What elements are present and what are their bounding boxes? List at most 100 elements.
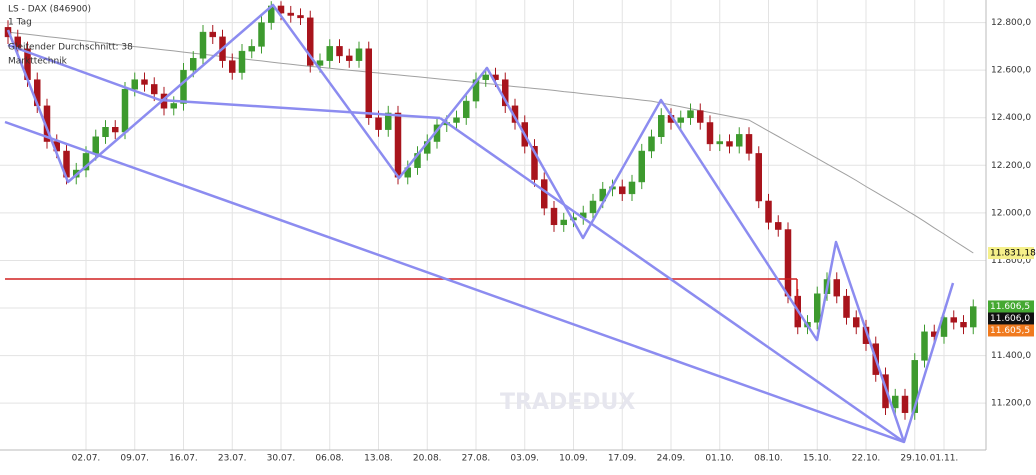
y-tick-label: 11.400,0 xyxy=(991,351,1031,361)
candle-body xyxy=(960,322,967,328)
candle-body xyxy=(453,117,460,123)
interval-label: 1 Tag xyxy=(8,18,32,28)
candle-body xyxy=(131,79,138,90)
candle-body xyxy=(970,306,977,328)
price-markers: 11.831,18 11.606,5 11.606,0 11.605,5 xyxy=(988,247,1036,337)
candle-body xyxy=(726,141,733,147)
candle-body xyxy=(141,79,148,85)
candle-body xyxy=(638,150,645,183)
x-tick-label: 24.09. xyxy=(657,454,686,464)
candle-body xyxy=(316,60,324,66)
candle-body xyxy=(697,110,704,123)
candle-body xyxy=(950,317,957,323)
price-marker-label: 11.606,0 xyxy=(990,314,1030,324)
candle-body xyxy=(736,134,743,147)
candle-body xyxy=(229,60,236,73)
x-tick-label: 15.10. xyxy=(803,454,832,464)
x-tick-label: 08.10. xyxy=(754,454,783,464)
candle-body xyxy=(472,79,480,102)
candle-body xyxy=(112,127,119,133)
candle-body xyxy=(706,122,714,145)
candle-body xyxy=(346,55,353,61)
candle-body xyxy=(238,50,246,73)
candle-body xyxy=(628,181,636,195)
price-marker-label: 11.831,18 xyxy=(990,249,1036,259)
candle-body xyxy=(355,48,363,61)
x-tick-label: 09.07. xyxy=(120,454,149,464)
zigzag-line xyxy=(6,3,955,444)
trend-line xyxy=(159,98,441,120)
candle-body xyxy=(297,15,304,19)
candle-body xyxy=(755,153,762,202)
candle-body xyxy=(677,117,684,123)
candle-body xyxy=(92,136,99,154)
x-tick-label: 29.10. xyxy=(900,454,929,464)
candle-body xyxy=(258,22,265,47)
candle-body xyxy=(843,295,850,318)
x-tick-label: 16.07. xyxy=(169,454,198,464)
candle-body xyxy=(277,5,285,14)
candle-body xyxy=(463,100,470,118)
candle-body xyxy=(765,200,772,223)
candle-body xyxy=(687,110,694,118)
x-tick-label: 02.07. xyxy=(72,454,101,464)
candle-body xyxy=(853,317,860,328)
candle-body xyxy=(151,84,158,95)
candle-body xyxy=(550,207,558,226)
x-tick-label: 17.09. xyxy=(608,454,637,464)
candle-body xyxy=(102,127,109,138)
trend-line xyxy=(4,120,905,444)
x-tick-label: 27.08. xyxy=(462,454,491,464)
ma-line xyxy=(7,31,974,254)
candle-body xyxy=(482,74,489,80)
price-marker xyxy=(988,247,1034,260)
candle-body xyxy=(745,134,753,154)
candle-body xyxy=(365,48,372,118)
candle-body xyxy=(287,12,294,16)
y-tick-label: 12.800,0 xyxy=(991,18,1031,28)
watermark: TRADEDUX xyxy=(500,390,635,415)
y-tick-label: 11.800,0 xyxy=(991,256,1031,266)
candle-body xyxy=(199,31,207,59)
x-tick-label: 22.10. xyxy=(852,454,881,464)
candle-body xyxy=(180,69,187,104)
candle-body xyxy=(814,293,821,323)
price-marker-label: 11.606,5 xyxy=(990,302,1030,312)
x-tick-label: 20.08. xyxy=(413,454,442,464)
x-tick-label: 03.09. xyxy=(510,454,539,464)
x-tick-label: 10.09. xyxy=(559,454,588,464)
candle-body xyxy=(82,153,90,171)
grid xyxy=(0,0,986,450)
y-tick-label: 12.400,0 xyxy=(991,113,1031,123)
candle-body xyxy=(248,46,255,52)
candle-body xyxy=(307,17,314,66)
legend-entry: Gleitender Durchschnitt: 38 xyxy=(8,43,133,53)
candle-body xyxy=(833,279,840,297)
price-marker xyxy=(988,300,1034,313)
candle-body xyxy=(560,219,567,226)
y-tick-label: 11.200,0 xyxy=(991,399,1031,409)
drawings xyxy=(4,3,955,444)
x-tick-label: 06.08. xyxy=(315,454,344,464)
trend-line xyxy=(439,116,905,444)
y-tick-label: 12.000,0 xyxy=(991,208,1031,218)
candle-body xyxy=(385,112,392,130)
candle-body xyxy=(375,117,382,130)
price-marker-label: 11.605,5 xyxy=(990,326,1030,336)
x-tick-label: 01.11. xyxy=(930,454,959,464)
candle-body xyxy=(190,58,197,71)
candle-body xyxy=(775,222,782,230)
candle-body xyxy=(892,395,899,409)
candle-body xyxy=(619,186,626,195)
candle-body xyxy=(170,103,177,109)
candle-body xyxy=(121,88,129,133)
candle-body xyxy=(648,136,655,152)
trend-line xyxy=(7,43,161,102)
candle-body xyxy=(716,141,723,145)
candle-body xyxy=(209,31,216,38)
indicator-group: Markttechnik xyxy=(8,57,68,67)
x-tick-label: 13.08. xyxy=(364,454,393,464)
candle-body xyxy=(336,46,343,57)
candle-body xyxy=(901,395,909,413)
